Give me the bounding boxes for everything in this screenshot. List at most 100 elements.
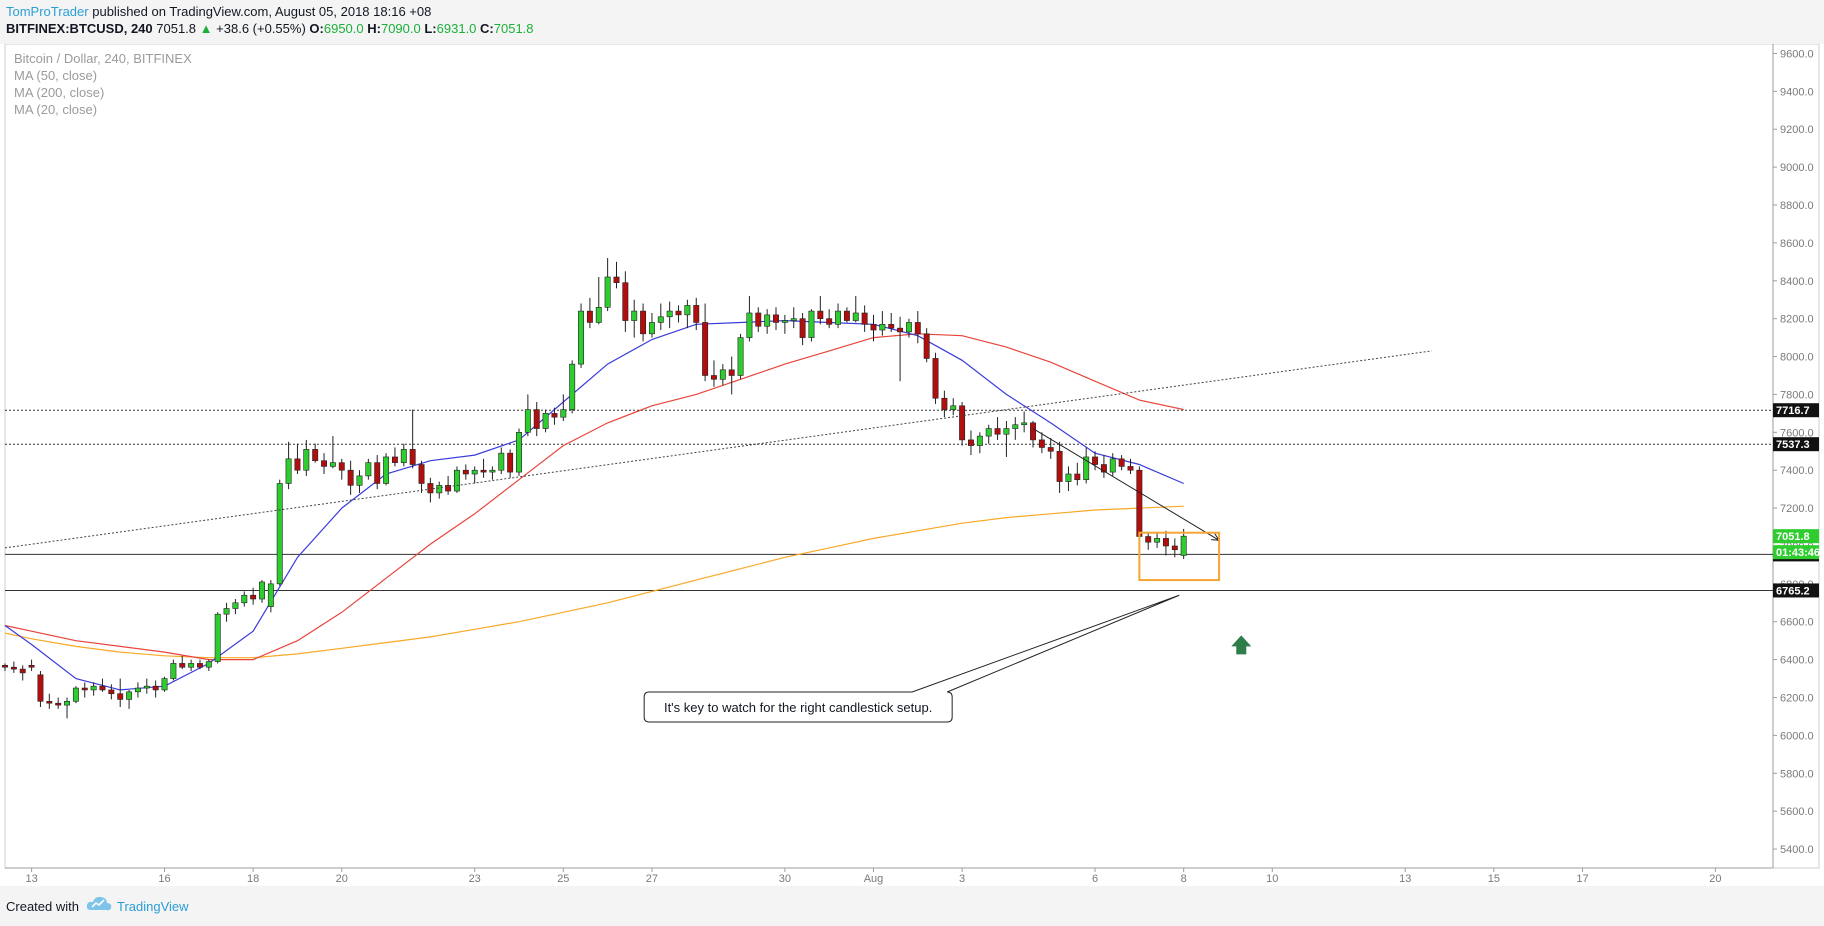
candle-body	[932, 358, 939, 399]
candle-body	[1092, 456, 1099, 465]
chart-title: Bitcoin / Dollar, 240, BITFINEX	[14, 51, 192, 66]
tradingview-cloud-icon	[86, 896, 112, 911]
open-label: O:	[309, 21, 324, 36]
author-link[interactable]: TomProTrader	[6, 4, 89, 19]
candle-body	[391, 456, 398, 463]
candle-body	[976, 435, 983, 446]
candle-body	[2, 665, 8, 668]
candle-body	[134, 687, 141, 693]
candle-body	[418, 464, 425, 484]
candle-body	[365, 462, 372, 477]
created-with-text: Created with	[6, 899, 79, 914]
x-tick-label: 17	[1576, 873, 1588, 885]
x-tick-label: 20	[1709, 873, 1721, 885]
y-tick-label: 5400.0	[1780, 844, 1814, 856]
candle-body	[950, 405, 957, 410]
candle-body	[1145, 536, 1152, 543]
candle-body	[569, 363, 576, 410]
candle-body	[560, 409, 567, 418]
tradingview-link[interactable]: TradingView	[117, 899, 189, 914]
candle-body	[409, 449, 416, 465]
candle-body	[64, 701, 70, 706]
trendline	[4, 350, 1432, 549]
x-tick-label: 15	[1488, 873, 1500, 885]
callout-text: It's key to watch for the right candlest…	[664, 700, 932, 715]
highlight-box	[1138, 531, 1221, 582]
candle-body	[445, 485, 452, 492]
candle-body	[99, 685, 106, 691]
candle-body	[117, 693, 124, 700]
candle-body	[250, 594, 257, 600]
y-tick-label: 7400.0	[1780, 465, 1814, 477]
y-tick-label: 7200.0	[1780, 503, 1814, 515]
candle-body	[968, 439, 974, 446]
candle-body	[578, 310, 584, 365]
candle-body	[179, 663, 186, 668]
y-tick-label: 6000.0	[1780, 730, 1814, 742]
y-tick-label: 8800.0	[1780, 200, 1814, 212]
candle-body	[675, 310, 682, 316]
candle-body	[28, 665, 35, 668]
y-tick-label: 7600.0	[1780, 427, 1814, 439]
candle-body	[1109, 458, 1116, 473]
y-tick-label: 9600.0	[1780, 48, 1814, 60]
price-chart[interactable]: 5400.0 5600.0 5800.0 6000.0 6200.0 6400.0 6600…	[0, 44, 1824, 886]
candle-body	[711, 375, 717, 380]
candle-body	[1118, 458, 1125, 467]
candle-body	[454, 469, 460, 492]
x-tick-label: Aug	[864, 873, 884, 885]
candle-body	[1136, 469, 1143, 537]
candle-body	[321, 460, 327, 467]
change-value: +38.6 (+0.55%)	[216, 21, 306, 36]
chart-footer: Created with TradingView	[0, 886, 1824, 926]
candle-body	[852, 312, 859, 321]
candle-body	[613, 276, 620, 283]
price-tag-7537.3: 7537.3	[1776, 439, 1810, 451]
candle-body	[1180, 535, 1187, 556]
candle-body	[1065, 473, 1072, 482]
candle-body	[994, 428, 1001, 435]
candle-body	[338, 462, 345, 471]
candle-body	[879, 324, 886, 331]
chart-header: TomProTrader published on TradingView.co…	[0, 0, 1824, 44]
candle-body	[959, 405, 966, 441]
candle-body	[533, 409, 540, 429]
price-tag-7537.3-bg	[1773, 437, 1819, 452]
y-tick-label: 9400.0	[1780, 86, 1814, 98]
candle-body	[19, 668, 26, 674]
candle-body	[755, 312, 762, 327]
candle-body	[622, 282, 629, 321]
arrow-head-icon	[1211, 533, 1221, 541]
candle-body	[1021, 422, 1028, 426]
candle-body	[498, 452, 505, 471]
candle-body	[1074, 473, 1081, 480]
candle-body	[480, 469, 487, 473]
x-tick-label: 3	[959, 873, 965, 885]
candle-body	[826, 318, 833, 325]
candle-body	[781, 320, 788, 323]
candle-body	[773, 314, 779, 323]
candle-body	[294, 458, 301, 471]
ma20-line	[4, 319, 1184, 691]
y-tick-label: 5600.0	[1780, 806, 1814, 818]
candle-body	[666, 310, 673, 318]
candle-body	[1038, 439, 1045, 448]
ma200-line	[4, 505, 1184, 659]
candle-body	[507, 452, 514, 473]
candle-body	[1030, 422, 1036, 441]
candle-body	[214, 613, 221, 662]
candle-body	[905, 322, 912, 333]
ma50-line	[4, 333, 1184, 661]
candle-body	[870, 324, 877, 331]
candle-body	[72, 687, 79, 702]
candle-body	[152, 685, 159, 691]
candle-body	[941, 397, 948, 410]
price-tag-7716.7-bg	[1773, 403, 1819, 418]
candle-body	[436, 485, 443, 494]
symbol-label: BITFINEX:BTCUSD, 240	[6, 21, 153, 36]
up-triangle-icon: ▲	[199, 21, 213, 36]
x-tick-label: 27	[646, 873, 658, 885]
candle-body	[356, 475, 363, 486]
candle-body	[817, 310, 824, 319]
chart-legend: Bitcoin / Dollar, 240, BITFINEX MA (50, …	[14, 51, 192, 117]
